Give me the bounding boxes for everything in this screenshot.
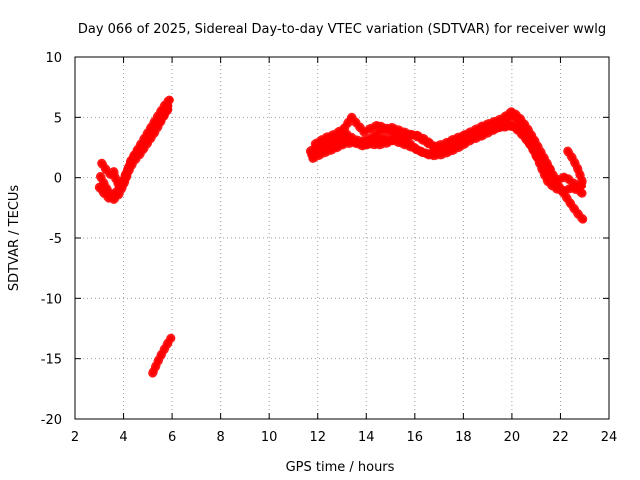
data-series <box>94 94 588 378</box>
chart-title: Day 066 of 2025, Sidereal Day-to-day VTE… <box>78 22 606 37</box>
x-tick-label: 24 <box>601 430 618 445</box>
x-tick-label: 2 <box>71 430 79 445</box>
x-tick-label: 4 <box>119 430 127 445</box>
series-markers-arc-day-d <box>307 121 556 175</box>
series-markers-arc-negative <box>148 333 176 378</box>
y-tick-label: -20 <box>41 413 62 428</box>
series-markers-arc-late <box>563 146 588 191</box>
x-tick-label: 8 <box>216 430 224 445</box>
x-axis-title: GPS time / hours <box>286 460 395 475</box>
y-tick-label: -10 <box>41 292 62 307</box>
x-tick-label: 18 <box>455 430 472 445</box>
x-tick-label: 6 <box>168 430 176 445</box>
y-tick-label: 0 <box>54 172 62 187</box>
y-tick-label: 5 <box>54 111 62 126</box>
x-tick-label: 20 <box>504 430 521 445</box>
x-tick-label: 12 <box>309 430 326 445</box>
x-tick-label: 10 <box>261 430 278 445</box>
y-axis-title: SDTVAR / TECUs <box>7 185 22 292</box>
x-tick-label: 16 <box>407 430 424 445</box>
y-tick-label: 10 <box>45 51 62 66</box>
y-tick-label: -15 <box>41 353 62 368</box>
y-tick-label: -5 <box>49 232 62 247</box>
series-markers-arc-morning-c <box>96 100 175 200</box>
x-tick-label: 22 <box>552 430 569 445</box>
x-tick-label: 14 <box>358 430 375 445</box>
